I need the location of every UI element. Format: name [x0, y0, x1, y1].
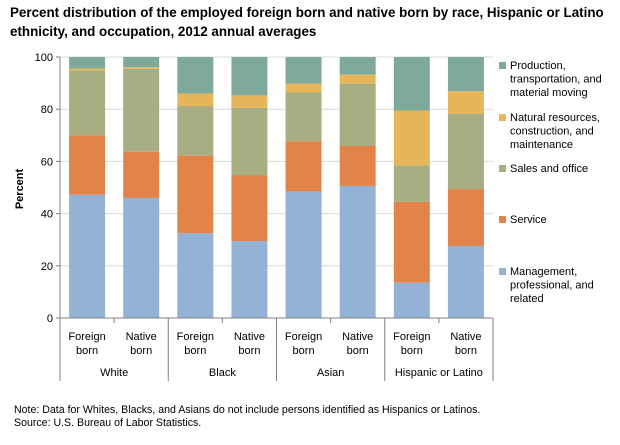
- bar-segment: [285, 141, 322, 192]
- y-tick-label: 0: [47, 313, 53, 325]
- bar-segment: [393, 282, 430, 318]
- bar-segment: [177, 106, 214, 156]
- group-label: Black: [209, 367, 236, 379]
- y-tick-label: 60: [41, 156, 53, 168]
- bar-segment: [339, 83, 376, 147]
- legend-entry: Sales and office: [510, 163, 588, 175]
- bar-segment: [285, 92, 322, 142]
- x-tick-label: Foreign born: [68, 331, 105, 357]
- axes: 0 20 40 60 80 100 Foreign born Native born Foreign…: [35, 52, 494, 381]
- bar-segment: [447, 189, 484, 246]
- bar-segment: [285, 191, 322, 318]
- bar-segment: [69, 194, 106, 318]
- bar-segment: [231, 95, 268, 108]
- legend-swatch: [499, 62, 506, 69]
- bar-segment: [123, 68, 160, 152]
- source-note: Source: U.S. Bureau of Labor Statistics.: [14, 417, 202, 429]
- bar-segment: [177, 93, 214, 107]
- legend-entry: Service: [510, 214, 547, 226]
- y-tick-label: 40: [41, 209, 53, 221]
- bar-segment: [339, 185, 376, 318]
- legend: Production, transportation, and material m…: [499, 60, 602, 305]
- legend-swatch: [499, 216, 506, 223]
- bar-segment: [393, 57, 430, 111]
- group-label: Asian: [317, 367, 345, 379]
- bar-segment: [69, 70, 106, 136]
- chart-title: Percent distribution of the employed for…: [10, 5, 604, 39]
- bar-segment: [393, 165, 430, 202]
- x-tick-label: Foreign born: [177, 331, 214, 357]
- y-axis-label: Percent: [14, 168, 26, 209]
- bar-segment: [285, 57, 322, 84]
- x-tick-label: Native born: [234, 331, 265, 357]
- bar-segment: [447, 57, 484, 92]
- legend-entry: Natural resources, construction, and maint…: [510, 112, 600, 151]
- bar-segment: [393, 110, 430, 166]
- bar-segment: [177, 233, 214, 318]
- group-label: White: [100, 367, 128, 379]
- bar-segment: [447, 113, 484, 190]
- bar-segment: [231, 175, 268, 242]
- bar-segment: [339, 146, 376, 186]
- bar-segment: [123, 197, 160, 318]
- bar-segment: [285, 83, 322, 93]
- legend-swatch: [499, 165, 506, 172]
- bar-segment: [393, 201, 430, 283]
- group-label: Hispanic or Latino: [395, 367, 483, 379]
- y-tick-label: 80: [41, 104, 53, 116]
- x-tick-label: Native born: [126, 331, 157, 357]
- x-tick-label: Native born: [450, 331, 481, 357]
- bar-segment: [69, 68, 106, 71]
- y-tick-label: 20: [41, 261, 53, 273]
- bar-segment: [69, 57, 106, 69]
- bar-segment: [339, 57, 376, 75]
- y-tick-label: 100: [35, 52, 53, 64]
- legend-entry: Production, transportation, and material m…: [510, 60, 602, 99]
- bar-segment: [123, 67, 160, 69]
- bars: [69, 57, 484, 318]
- bar-segment: [339, 74, 376, 84]
- bar-segment: [231, 57, 268, 96]
- bar-segment: [177, 57, 214, 94]
- bar-segment: [69, 135, 106, 195]
- bar-segment: [123, 57, 160, 68]
- footnote: Note: Data for Whites, Blacks, and Asian…: [14, 404, 481, 416]
- bar-segment: [177, 155, 214, 234]
- bar-segment: [231, 107, 268, 176]
- x-tick-label: Native born: [342, 331, 373, 357]
- bar-segment: [447, 91, 484, 114]
- x-tick-label: Foreign born: [393, 331, 430, 357]
- legend-entry: Management, professional, and related: [510, 266, 594, 305]
- chart-note-block: Note: Data for Whites, Blacks, and Asian…: [14, 404, 480, 430]
- bar-segment: [447, 245, 484, 318]
- legend-swatch: [499, 114, 506, 121]
- bar-segment: [123, 151, 160, 198]
- bar-segment: [231, 241, 268, 318]
- x-tick-label: Foreign born: [285, 331, 322, 357]
- legend-swatch: [499, 268, 506, 275]
